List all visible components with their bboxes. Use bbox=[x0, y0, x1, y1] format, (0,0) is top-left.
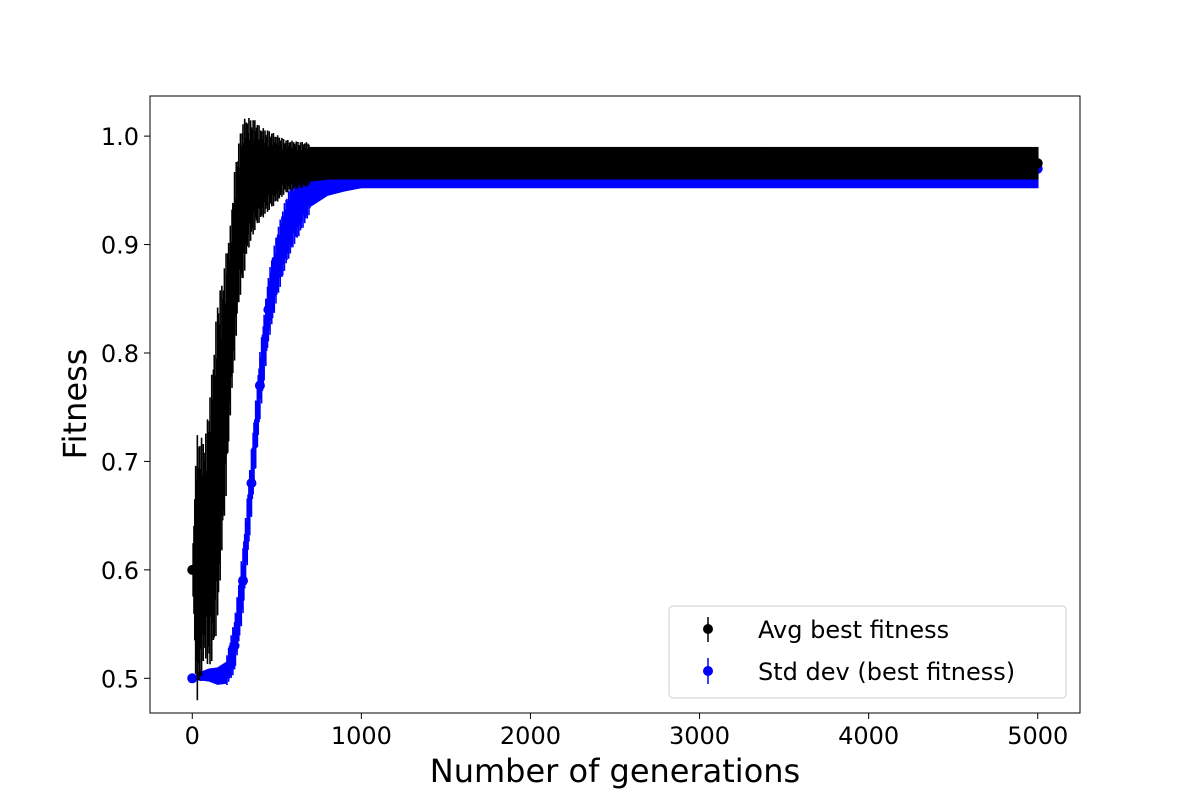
x-tick-label: 3000 bbox=[669, 722, 730, 750]
legend-marker-std bbox=[703, 658, 713, 684]
legend-label-avg: Avg best fitness bbox=[758, 616, 949, 644]
data-point bbox=[187, 673, 198, 684]
series-line bbox=[192, 162, 1038, 571]
y-tick-label: 0.8 bbox=[101, 340, 139, 368]
x-axis-title: Number of generations bbox=[430, 752, 800, 790]
data-point bbox=[1032, 158, 1043, 169]
legend-frame bbox=[668, 605, 1067, 699]
x-tick-label: 1000 bbox=[331, 722, 392, 750]
y-axis-title: Fitness bbox=[56, 349, 94, 460]
x-tick-label: 5000 bbox=[1007, 722, 1068, 750]
plot-frame bbox=[149, 95, 1081, 714]
y-axis: 0.5 0.6 0.7 0.8 0.9 1.0 bbox=[101, 123, 150, 693]
x-tick-label: 0 bbox=[185, 722, 200, 750]
legend-label-std: Std dev (best fitness) bbox=[758, 658, 1015, 686]
y-tick-label: 0.6 bbox=[101, 557, 139, 585]
legend-marker-avg bbox=[703, 617, 713, 642]
y-tick-label: 0.9 bbox=[101, 232, 139, 260]
series-avg-best-fitness bbox=[187, 117, 1043, 701]
x-tick-label: 2000 bbox=[500, 722, 561, 750]
y-tick-label: 0.5 bbox=[101, 665, 139, 693]
x-tick-label: 4000 bbox=[838, 722, 899, 750]
y-tick-label: 1.0 bbox=[101, 123, 139, 151]
x-axis: 0 1000 2000 3000 4000 5000 bbox=[185, 713, 1068, 750]
legend: Avg best fitness Std dev (best fitness) bbox=[668, 605, 1067, 699]
plot-area bbox=[187, 117, 1043, 701]
y-tick-label: 0.7 bbox=[101, 448, 139, 476]
